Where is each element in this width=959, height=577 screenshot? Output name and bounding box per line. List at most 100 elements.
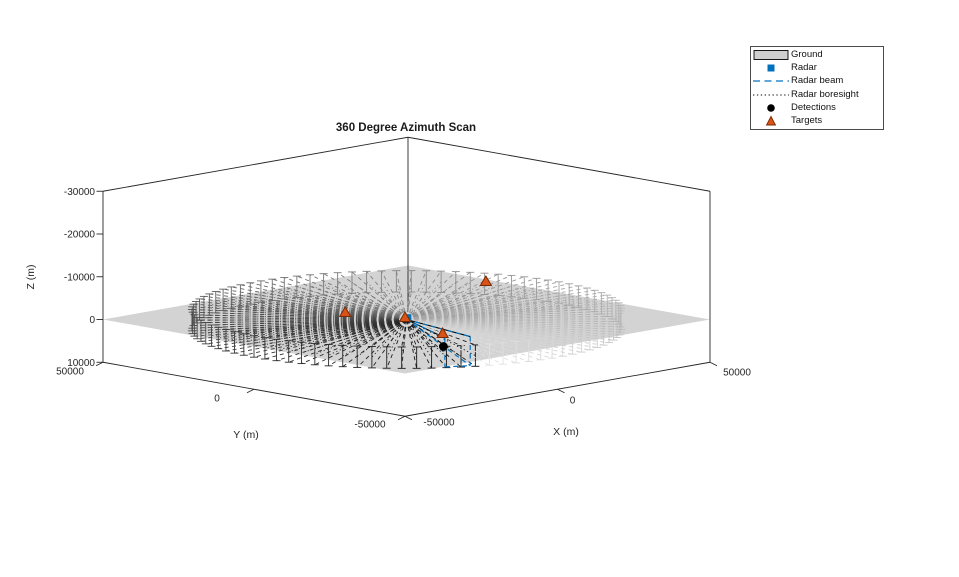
radar-boresight-line [406, 307, 613, 320]
radar-boresight-line [231, 297, 407, 320]
legend-item-detections: Detections [751, 101, 883, 114]
z-tick-label: -10000 [64, 272, 96, 283]
legend-item-label: Radar beam [791, 75, 844, 87]
beam-history-lower-edge [406, 319, 598, 348]
beam-history-lower-edge [406, 308, 588, 320]
beam-history-upper-edge [309, 274, 407, 320]
beam-history-upper-edge [288, 319, 407, 342]
beam-history-lower-edge [342, 319, 407, 368]
legend-item-label: Radar boresight [791, 88, 859, 100]
beam-history-upper-edge [386, 319, 407, 348]
radar-beam-line [406, 319, 471, 367]
beam-history-lower-edge [381, 291, 407, 320]
x-axis-label: X (m) [553, 426, 579, 438]
beam-history-upper-edge [351, 271, 407, 320]
legend-item-label: Ground [791, 48, 823, 60]
beam-history-lower-edge [406, 306, 579, 320]
y-tick-label: -50000 [354, 419, 386, 430]
x-tick [557, 388, 565, 394]
radar-boresight-line [406, 319, 598, 338]
beam-history-lower-edge [337, 293, 407, 320]
x-tick-label: -50000 [423, 417, 455, 428]
radar-boresight-line [371, 319, 407, 358]
beam-history-upper-edge [401, 319, 407, 348]
beam-history-lower-edge [386, 319, 407, 369]
legend-item-radar: Radar [751, 61, 883, 74]
beam-history-upper-edge [406, 319, 418, 348]
radar-boresight-line [276, 319, 407, 351]
beam-history-lower-edge [194, 319, 407, 337]
plot-title: 360 Degree Azimuth Scan [335, 122, 477, 134]
beam-history-upper-edge [240, 284, 407, 320]
beam-history-upper-edge [203, 295, 407, 320]
legend-item-label: Targets [791, 115, 823, 127]
beam-history-upper-edge [284, 277, 407, 320]
beam-history-lower-edge [231, 307, 407, 320]
radar-boresight-line [406, 319, 447, 358]
radar-boresight-line [200, 319, 407, 332]
beam-history-upper-edge [225, 319, 407, 331]
beam-history-upper-edge [191, 309, 407, 320]
beam-history-upper-edge [243, 319, 407, 335]
beam-history-upper-edge [406, 289, 595, 320]
beam-history-lower-edge [406, 311, 595, 320]
legend-item-label: Detections [791, 102, 836, 114]
radar-boresight-line [406, 319, 418, 358]
beam-history-lower-edge [406, 319, 476, 367]
beam-history-lower-edge [406, 319, 590, 351]
y-axis-label: Y (m) [233, 429, 259, 441]
beam-history-upper-edge [406, 270, 427, 320]
radar-boresight-line [197, 319, 407, 329]
radar-boresight-line [205, 319, 407, 334]
radar-boresight-line [366, 281, 407, 320]
beam-history-lower-edge [406, 319, 418, 369]
radar-boresight-line [342, 319, 407, 357]
beam-history-lower-edge [406, 319, 621, 333]
radar-boresight-line [328, 319, 407, 356]
beam-history-upper-edge [342, 319, 407, 346]
beam-history-upper-edge [406, 271, 471, 320]
legend-circle-icon [751, 102, 791, 114]
beam-history-upper-edge [234, 319, 407, 333]
legend-triangle-icon [751, 115, 791, 127]
y-tick-label: 0 [214, 393, 220, 404]
radar-boresight-line [215, 301, 407, 320]
y-tick [397, 415, 406, 421]
legend-patch-icon [751, 49, 791, 61]
beam-history-lower-edge [406, 319, 541, 361]
radar-boresight-line [243, 319, 407, 345]
radar-boresight-line [301, 319, 407, 354]
beam-history-upper-edge [199, 298, 407, 320]
beam-history-lower-edge [406, 319, 517, 364]
beam-history-upper-edge [337, 272, 407, 320]
beam-history-lower-edge [406, 319, 617, 338]
legend-item-radar-boresight: Radar boresight [751, 88, 883, 101]
beam-history-lower-edge [406, 292, 457, 320]
beam-history-lower-edge [406, 319, 447, 368]
legend-item-targets: Targets [751, 114, 883, 127]
radar-boresight-line [395, 281, 407, 320]
beam-history-upper-edge [264, 319, 407, 339]
radar-boresight-line [264, 319, 407, 349]
beam-history-lower-edge [406, 319, 573, 355]
radar-boresight-line [406, 281, 412, 320]
beam-history-upper-edge [406, 283, 570, 320]
beam-history-upper-edge [314, 319, 407, 344]
beam-history-lower-edge [406, 319, 462, 368]
x-tick [709, 361, 718, 367]
radar-boresight-line [406, 283, 485, 320]
x-tick-label: 0 [570, 395, 576, 406]
legend-dotted-line-icon [751, 89, 791, 101]
beam-history-upper-edge [406, 272, 485, 320]
legend-item-radar-beam: Radar beam [751, 75, 883, 88]
beam-history-lower-edge [406, 291, 412, 320]
radar-boresight-line [234, 319, 407, 343]
radar-boresight-line [406, 288, 537, 320]
beam-history-upper-edge [406, 285, 579, 320]
radar-beam-far-face [444, 365, 471, 368]
legend-square-icon [751, 62, 791, 74]
beam-history-upper-edge [380, 270, 407, 320]
axis-edge [407, 136, 711, 192]
beam-history-upper-edge [301, 319, 407, 343]
x-tick-label: 50000 [723, 367, 751, 378]
